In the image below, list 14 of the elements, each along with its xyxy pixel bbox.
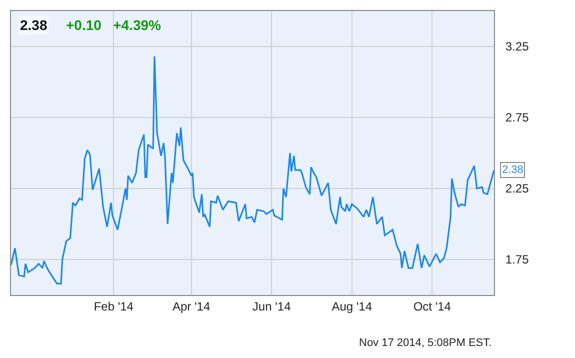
- chart-title: 2.38: [20, 17, 48, 33]
- chart-subtitle: +0.10 +4.39%: [66, 17, 162, 33]
- x-tick-label: Feb '14: [94, 299, 134, 314]
- x-tick-label: Jun '14: [252, 299, 292, 314]
- y-tick-label: 3.25: [505, 40, 530, 54]
- x-tick-label: Oct '14: [413, 299, 452, 314]
- y-tick-label: 2.25: [505, 182, 530, 196]
- x-tick-label: Apr '14: [172, 299, 210, 314]
- y-tick-label: 2.75: [505, 110, 530, 125]
- text: Nov 17 2014, 5:08PM EST.: [359, 337, 492, 349]
- x-tick-label: Aug '14: [332, 299, 372, 314]
- line-series: [11, 56, 494, 284]
- annotation: 2.38: [502, 164, 524, 176]
- y-tick-label: 1.75: [505, 252, 530, 267]
